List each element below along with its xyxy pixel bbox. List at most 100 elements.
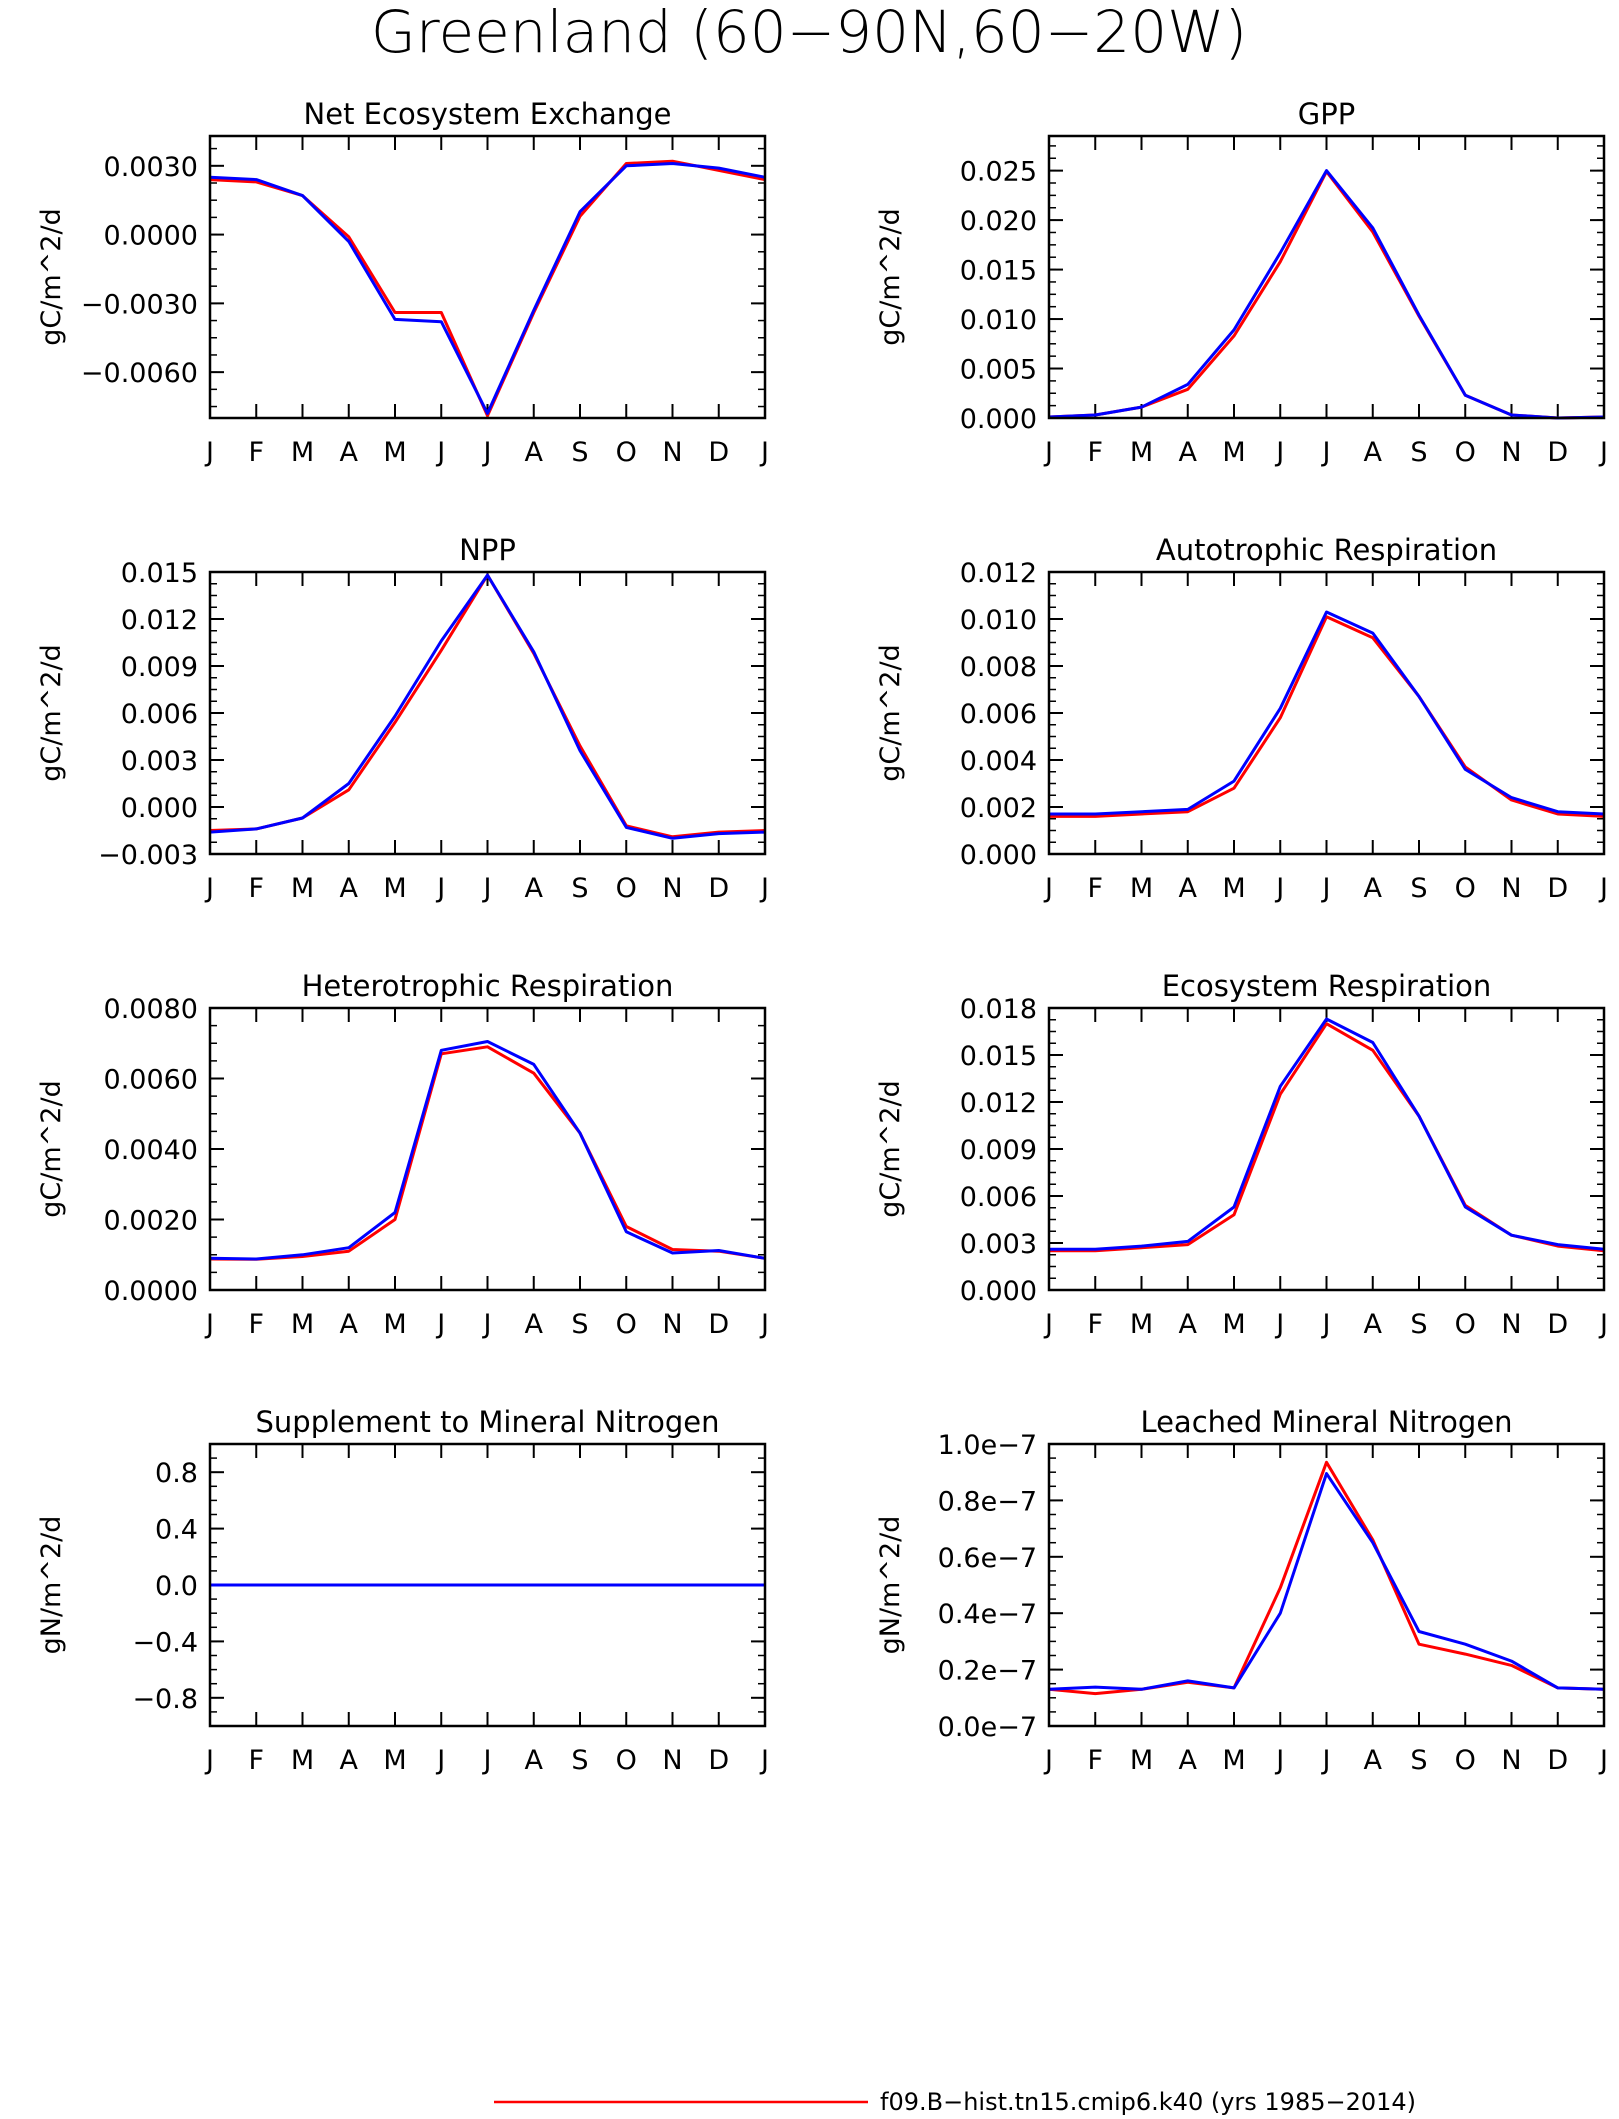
panel-title: Net Ecosystem Exchange [304, 97, 672, 131]
x-tick-label: J [1321, 437, 1331, 468]
series-line-blue [1049, 610, 1605, 816]
y-tick-label: 0.008 [960, 652, 1037, 683]
x-tick-label: J [759, 437, 769, 468]
x-tick-label: N [662, 1745, 682, 1776]
plot-frame [208, 570, 767, 856]
panel-title: Ecosystem Respiration [1162, 969, 1492, 1003]
x-tick-label: J [1274, 1309, 1284, 1340]
x-tick-label: J [482, 873, 492, 904]
y-tick-label: 0.0 [155, 1571, 198, 1602]
y-tick-label: 0.002 [960, 793, 1037, 824]
y-tick-label: 0.004 [960, 746, 1037, 777]
x-tick-label: O [1455, 1745, 1476, 1776]
plot-frame [208, 1442, 767, 1728]
plot-frame [208, 1006, 767, 1292]
y-tick-label: 0.025 [960, 157, 1037, 188]
panel-title: Leached Mineral Nitrogen [1140, 1405, 1512, 1439]
x-tick-label: S [571, 1309, 588, 1340]
x-tick-label: A [1179, 437, 1198, 468]
x-tick-label: N [662, 437, 682, 468]
y-tick-label: 0.003 [960, 1229, 1037, 1260]
x-tick-label: M [383, 1309, 406, 1340]
x-tick-label: A [340, 1309, 359, 1340]
y-tick-label: 0.2e−7 [938, 1656, 1037, 1687]
y-tick-label: 0.015 [960, 256, 1037, 287]
y-tick-label: 0.6e−7 [938, 1543, 1037, 1574]
x-tick-label: J [1598, 1745, 1608, 1776]
x-tick-label: J [1043, 1745, 1053, 1776]
x-tick-label: J [204, 873, 214, 904]
x-tick-label: S [571, 1745, 588, 1776]
x-tick-label: M [291, 1745, 314, 1776]
y-tick-label: 0.006 [121, 699, 198, 730]
y-tick-label: 1.0e−7 [938, 1430, 1037, 1461]
y-tick-label: 0.000 [960, 404, 1037, 435]
plot-frame [1047, 1442, 1606, 1728]
x-tick-label: O [616, 437, 637, 468]
x-tick-label: M [383, 1745, 406, 1776]
x-tick-label: S [571, 437, 588, 468]
series-line-blue [209, 1040, 766, 1261]
series-line-blue [1048, 1472, 1605, 1691]
x-tick-label: N [1501, 873, 1521, 904]
x-tick-label: D [708, 437, 729, 468]
y-axis-label: gC/m^2/d [36, 644, 67, 781]
x-tick-label: A [1364, 1745, 1383, 1776]
x-tick-label: S [1410, 437, 1427, 468]
x-tick-label: J [1274, 1745, 1284, 1776]
series-line-red [1049, 615, 1605, 818]
x-tick-label: F [248, 873, 264, 904]
y-tick-label: 0.020 [960, 206, 1037, 237]
plot-frame [1047, 1006, 1606, 1292]
x-tick-label: D [708, 1745, 729, 1776]
x-tick-label: S [1410, 1745, 1427, 1776]
x-tick-label: A [340, 1745, 359, 1776]
series-line-blue [1049, 1017, 1605, 1251]
y-tick-label: 0.4 [155, 1515, 198, 1546]
x-tick-label: S [1410, 873, 1427, 904]
y-tick-label: 0.012 [960, 558, 1037, 589]
series-line-blue [1048, 169, 1605, 420]
x-tick-label: O [616, 1745, 637, 1776]
series-line-red [209, 1045, 766, 1261]
x-tick-label: J [1598, 1309, 1608, 1340]
chart-panel: NPP gC/m^2/d −0.003 0.000 0.003 0.006 0.009 0.0… [36, 533, 769, 904]
x-tick-label: J [204, 1309, 214, 1340]
x-tick-label: M [1222, 437, 1245, 468]
chart-panel: Autotrophic Respiration gC/m^2/d 0.000 0.00… [875, 533, 1608, 904]
y-tick-label: 0.8 [155, 1458, 198, 1489]
legend-label: f09.B−hist.tn15.cmip6.k40 (yrs 1985−2014… [880, 2088, 1416, 2116]
x-tick-label: D [708, 873, 729, 904]
x-tick-label: O [1455, 873, 1476, 904]
x-tick-label: N [662, 873, 682, 904]
x-tick-label: J [1043, 437, 1053, 468]
x-tick-label: M [1130, 873, 1153, 904]
y-tick-label: 0.0080 [104, 994, 198, 1025]
y-tick-label: −0.8 [132, 1684, 198, 1715]
x-tick-label: F [248, 1309, 264, 1340]
x-tick-label: J [1043, 873, 1053, 904]
x-tick-label: J [1321, 1745, 1331, 1776]
series-line-red [1048, 170, 1605, 420]
series-line-red [209, 573, 766, 839]
chart-panel: Net Ecosystem Exchange gC/m^2/d −0.0060 −0.… [36, 97, 769, 468]
x-tick-label: J [759, 1745, 769, 1776]
y-tick-label: −0.0030 [81, 289, 198, 320]
plot-frame [1047, 570, 1606, 856]
y-tick-label: 0.010 [960, 605, 1037, 636]
x-tick-label: M [1130, 437, 1153, 468]
y-tick-label: 0.8e−7 [938, 1486, 1037, 1517]
x-tick-label: O [616, 1309, 637, 1340]
y-tick-label: 0.010 [960, 305, 1037, 336]
x-tick-label: N [662, 1309, 682, 1340]
x-tick-label: A [525, 1309, 544, 1340]
x-tick-label: J [1274, 873, 1284, 904]
y-tick-label: 0.000 [960, 1276, 1037, 1307]
x-tick-label: F [248, 1745, 264, 1776]
x-tick-label: M [1130, 1745, 1153, 1776]
y-tick-label: 0.006 [960, 699, 1037, 730]
chart-panel: Ecosystem Respiration gC/m^2/d 0.000 0.003 0… [875, 969, 1608, 1340]
y-tick-label: −0.003 [98, 840, 198, 871]
x-tick-label: M [383, 437, 406, 468]
x-tick-label: M [383, 873, 406, 904]
